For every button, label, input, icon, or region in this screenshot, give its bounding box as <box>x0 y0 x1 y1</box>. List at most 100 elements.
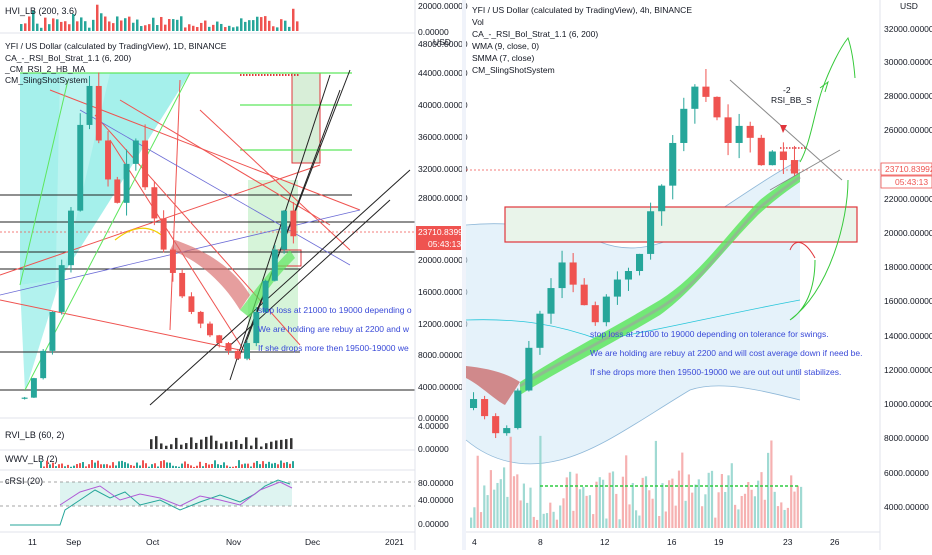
hvi-bar <box>188 24 191 31</box>
wwv-bar <box>169 462 171 468</box>
candle-body <box>151 187 158 219</box>
hvi-bar <box>52 18 55 31</box>
wwv-bar <box>178 466 180 468</box>
right-chart-panel[interactable]: -2 RSI_BB_S stop loss at 21000 to 19000 … <box>465 0 932 550</box>
hvi-bar <box>248 20 251 31</box>
right-note-3: If she drops more then 19500-19000 we ar… <box>590 367 841 377</box>
hvi-bar <box>116 16 119 31</box>
hvi-bar <box>220 23 223 31</box>
left-indicator-2: _CM_RSI_2_HB_MA <box>4 64 86 74</box>
volume-bar <box>730 463 733 528</box>
volume-bar <box>559 505 562 528</box>
candle-body <box>757 137 765 166</box>
volume-bar <box>743 493 747 528</box>
candle-body <box>680 108 688 143</box>
rvi-tick: 0.00000 <box>418 444 449 454</box>
volume-bar <box>776 506 780 528</box>
candle-body <box>160 218 167 250</box>
left-price-tag <box>416 226 461 238</box>
volume-bar <box>499 479 502 528</box>
volume-bar <box>486 495 489 528</box>
wwv-bar <box>166 462 168 468</box>
wwv-bar <box>202 466 204 468</box>
wwv-bar <box>79 463 81 468</box>
volume-bar <box>470 517 473 528</box>
left-x-tick: 11 <box>28 537 37 547</box>
price-tick: 26000.00000 <box>884 125 932 135</box>
usd-label: USD <box>900 1 918 11</box>
candle-body <box>492 416 500 434</box>
crsi-tick: 0.00000 <box>418 519 449 529</box>
rvi-bar <box>210 435 213 449</box>
price-tick: 4000.00000 <box>418 382 463 392</box>
hvi-bar <box>280 19 283 31</box>
volume-bar <box>694 484 697 528</box>
hvi-bar <box>152 17 155 31</box>
candle-body <box>602 296 610 323</box>
left-chart-panel[interactable]: HVI_LB (200, 3.6) <box>0 0 468 550</box>
rvi-bar <box>155 436 158 449</box>
candle-body <box>123 163 130 203</box>
volume-bar <box>602 479 605 528</box>
hvi-bar <box>264 16 267 31</box>
volume-bar <box>747 482 750 528</box>
price-tick: 40000.00000 <box>418 100 468 110</box>
hvi-bar <box>148 24 151 31</box>
left-price-axis[interactable]: 20000.00000 0.00000 USD 48000.00000 4400… <box>414 0 468 550</box>
price-tick: 30000.00000 <box>884 57 932 67</box>
wwv-bar <box>151 464 153 468</box>
volume-bar <box>681 452 684 528</box>
candle-body <box>503 428 511 434</box>
wwv-bar <box>49 464 51 468</box>
price-tick: 20000.00000 <box>884 228 932 238</box>
volume-bar <box>727 475 730 528</box>
volume-bar <box>483 485 486 528</box>
wwv-bar <box>181 463 183 468</box>
volume-bar <box>512 476 516 528</box>
hvi-bar <box>20 24 23 31</box>
hvi-bar <box>104 16 107 31</box>
hvi-bar <box>48 24 51 31</box>
hvi-bar <box>180 16 183 31</box>
candle-body <box>262 280 269 312</box>
right-chart-title: YFI / US Dollar (calculated by TradingVi… <box>472 5 692 15</box>
right-x-tick: 12 <box>600 537 610 547</box>
hvi-bar <box>276 27 279 31</box>
candle-body <box>580 284 588 306</box>
volume-bar <box>631 482 634 528</box>
wwv-bar <box>61 463 63 468</box>
wwv-bar <box>76 464 78 468</box>
rvi-bar <box>225 441 228 449</box>
candle-body <box>746 125 754 138</box>
left-time-tag <box>416 238 461 250</box>
projection-down-path <box>789 242 816 259</box>
wwv-bar <box>112 462 114 468</box>
candle-body <box>691 86 699 109</box>
projection-recovery-path <box>789 179 849 321</box>
volume-bar <box>793 491 796 528</box>
wwv-bar <box>67 464 69 468</box>
candle-body <box>569 262 577 285</box>
rvi-bar <box>235 439 238 449</box>
left-note-2: We are holding are rebuy at 2200 and w <box>258 324 410 334</box>
price-tick: 32000.00000 <box>418 164 468 174</box>
right-price-axis[interactable]: USD 32000.00000 30000.00000 28000.00000 … <box>879 0 932 550</box>
right-x-tick: 8 <box>538 537 543 547</box>
volume-bar <box>648 490 651 528</box>
volume-bar <box>671 478 674 528</box>
wwv-bar <box>52 462 54 468</box>
hvi-bar <box>192 25 195 31</box>
wwv-bar <box>154 463 156 468</box>
volume-bar <box>763 499 766 528</box>
price-tick: 36000.00000 <box>418 132 468 142</box>
rvi-bar <box>220 443 223 449</box>
right-x-tick: 19 <box>714 537 724 547</box>
usd-label: USD <box>433 37 451 47</box>
hvi-bar <box>80 17 83 31</box>
volume-bar <box>684 500 687 528</box>
volume-bar <box>770 440 773 528</box>
price-tick: 28000.00000 <box>418 193 468 203</box>
volume-bar <box>569 471 572 528</box>
candle-body <box>114 179 121 203</box>
right-x-tick: 23 <box>783 537 793 547</box>
